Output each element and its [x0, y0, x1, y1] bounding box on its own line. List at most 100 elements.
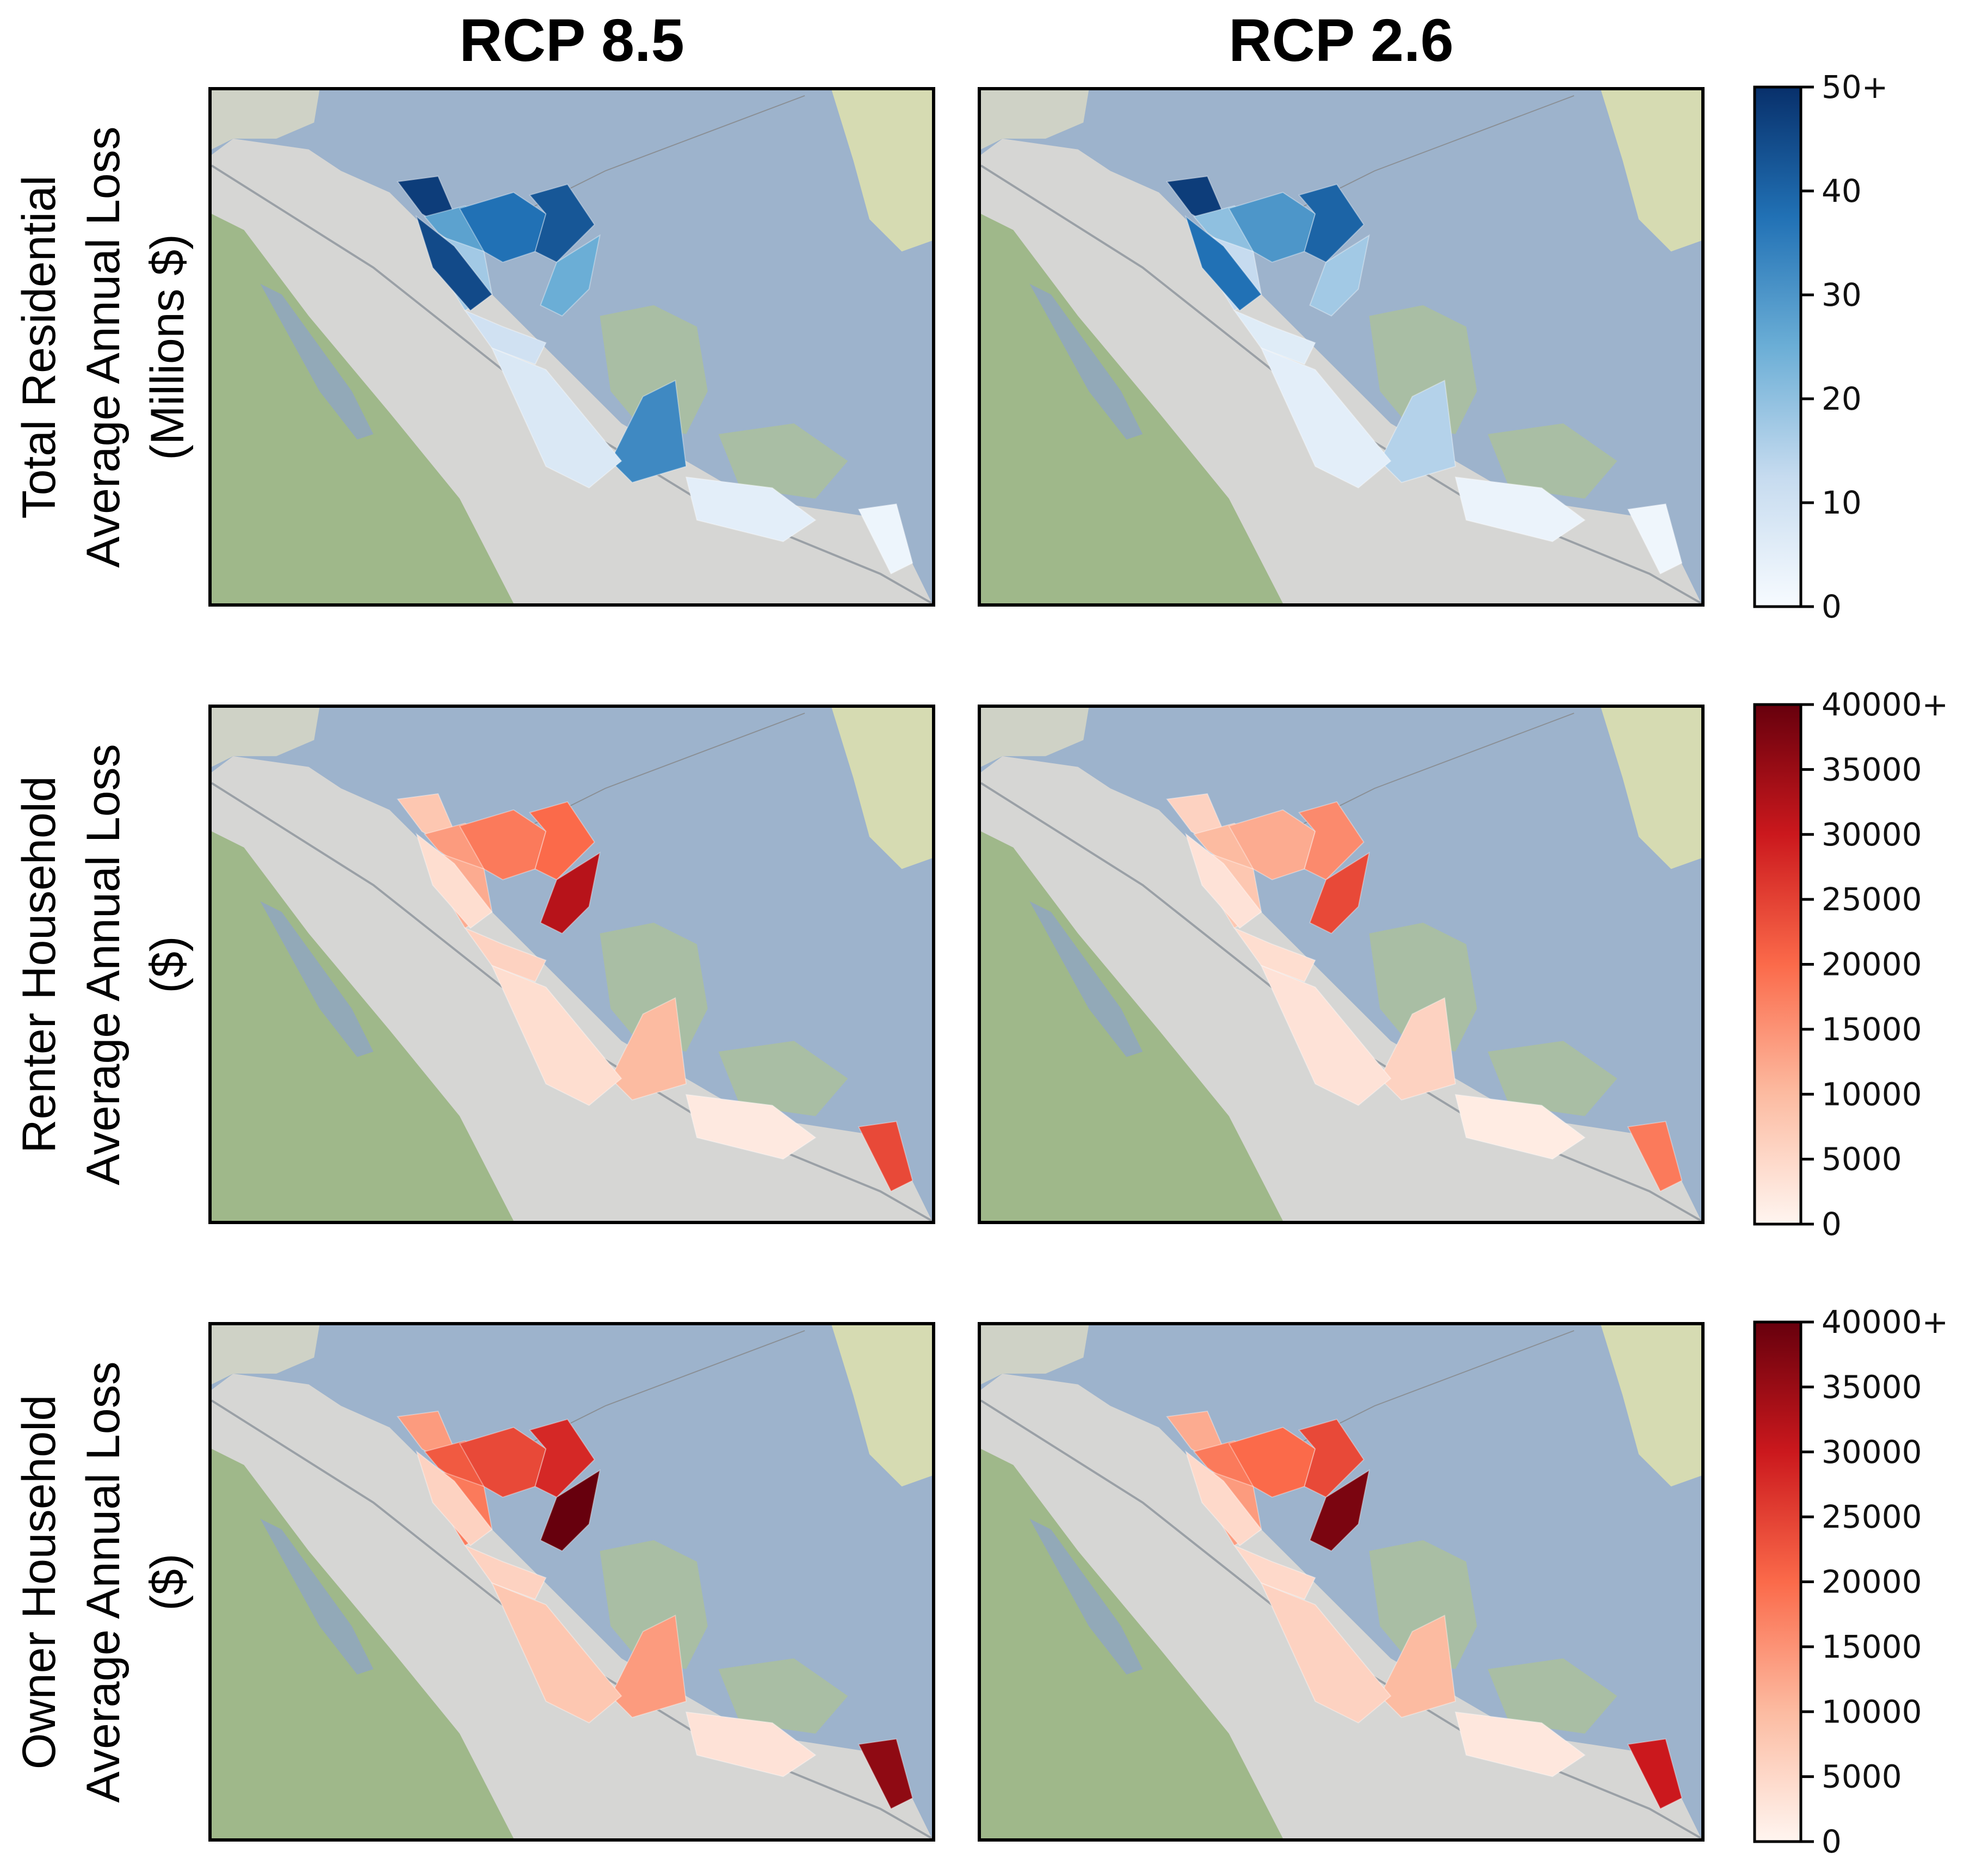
loss-region	[1379, 1614, 1456, 1718]
colorbar-renter: 0 5000 10000 15000 20000 25000 30000 35000 40000…	[1753, 686, 1983, 1243]
row-label-line: ($)	[141, 1553, 194, 1611]
northeast-land	[1601, 708, 1701, 869]
loss-region	[1260, 347, 1392, 489]
map-svg	[981, 708, 1701, 1221]
colorbar-tick-label: 10	[1822, 484, 1862, 521]
map-svg	[212, 708, 932, 1221]
northeast-land	[831, 1325, 932, 1487]
row-label-line: Total Residential	[13, 175, 65, 519]
map-svg	[212, 90, 932, 603]
loss-region	[1309, 1469, 1370, 1552]
loss-region	[857, 1738, 913, 1810]
colorbar-tick-label: 35000	[1822, 1368, 1922, 1405]
map-svg	[212, 1325, 932, 1838]
northeast-land	[1601, 90, 1701, 252]
colorbar-tick-label: 15000	[1822, 1628, 1922, 1665]
loss-region	[610, 1614, 687, 1718]
colorbar-gradient	[1753, 85, 1802, 608]
colorbar-tick-label: 25000	[1822, 881, 1922, 918]
loss-region	[1232, 1544, 1316, 1600]
northwest-land	[212, 90, 320, 150]
loss-region	[1454, 1711, 1586, 1777]
reservoir	[1029, 1518, 1143, 1675]
colorbar-total: 0 10 20 30 40 50+	[1753, 69, 1983, 625]
loss-region	[1260, 1582, 1392, 1724]
marsh-land	[1369, 922, 1617, 1116]
row-label-line: Average Annual Loss	[77, 743, 129, 1185]
loss-region	[491, 347, 622, 489]
loss-region	[685, 1711, 817, 1777]
loss-region	[685, 1094, 817, 1160]
colorbar-tick-label: 30	[1822, 276, 1862, 313]
colorbar-gradient	[1753, 703, 1802, 1226]
loss-region	[463, 309, 547, 365]
colorbar-svg: 0 10 20 30 40 50+	[1753, 69, 1888, 625]
colorbar-tick-label: 0	[1822, 1823, 1842, 1859]
colorbar-tick-label: 50+	[1822, 69, 1888, 106]
marsh-land	[600, 922, 848, 1116]
loss-region	[857, 503, 913, 575]
colorbar-tick-label: 0	[1822, 1206, 1842, 1243]
row-label-line: ($)	[141, 935, 194, 993]
column-title-rcp85: RCP 8.5	[459, 7, 684, 74]
colorbar-tick-label: 5000	[1822, 1141, 1902, 1178]
colorbar-tick-label: 15000	[1822, 1011, 1922, 1048]
loss-region	[540, 851, 601, 934]
colorbar-tick-label: 30000	[1822, 816, 1922, 853]
row-label-owner: Owner Household Average Annual Loss ($)	[0, 1322, 207, 1842]
northwest-land	[212, 708, 320, 767]
reservoir	[260, 901, 374, 1057]
loss-region	[1379, 997, 1456, 1101]
map-panel-owner-rcp26	[978, 1322, 1705, 1842]
loss-region	[610, 997, 687, 1101]
loss-region	[415, 1450, 493, 1547]
marsh-land	[1369, 1540, 1617, 1734]
loss-region	[1260, 965, 1392, 1106]
row-label-line: (Millions $)	[141, 233, 194, 460]
row-label-line: Renter Household	[13, 775, 65, 1153]
loss-region	[1627, 1738, 1683, 1810]
loss-region	[463, 927, 547, 983]
colorbar-tick-label: 40	[1822, 172, 1862, 209]
northeast-land	[831, 90, 932, 252]
row-label-renter: Renter Household Average Annual Loss ($)	[0, 705, 207, 1224]
reservoir	[1029, 283, 1143, 440]
map-svg	[981, 90, 1701, 603]
northwest-land	[212, 1325, 320, 1385]
loss-region	[1184, 1450, 1262, 1547]
northwest-land	[981, 90, 1089, 150]
row-label-line: Average Annual Loss	[77, 1361, 129, 1803]
loss-region	[1232, 309, 1316, 365]
colorbar-tick-label: 20	[1822, 380, 1862, 417]
colorbar-tick-label: 20000	[1822, 946, 1922, 983]
loss-region	[1627, 1121, 1683, 1193]
loss-region	[1454, 1094, 1586, 1160]
map-panel-renter-rcp26	[978, 705, 1705, 1224]
colorbar-gradient	[1753, 1320, 1802, 1843]
map-panel-total-rcp85	[208, 87, 935, 607]
colorbar-tick-label: 0	[1822, 588, 1842, 625]
marsh-land	[600, 1540, 848, 1734]
loss-region	[1184, 215, 1262, 312]
marsh-land	[600, 305, 848, 499]
colorbar-tick-label: 25000	[1822, 1498, 1922, 1535]
loss-region	[491, 965, 622, 1106]
row-label-line: Average Annual Loss	[77, 126, 129, 568]
northeast-land	[1601, 1325, 1701, 1487]
colorbar-owner: 0 5000 10000 15000 20000 25000 30000 35000 40000…	[1753, 1304, 1983, 1859]
loss-region	[463, 1544, 547, 1600]
loss-region	[491, 1582, 622, 1724]
loss-region	[1627, 503, 1683, 575]
row-label-line: Owner Household	[13, 1394, 65, 1769]
loss-region	[1309, 234, 1370, 317]
map-panel-total-rcp26	[978, 87, 1705, 607]
loss-region	[540, 234, 601, 317]
colorbar-tick-label: 40000+	[1822, 1304, 1948, 1341]
colorbar-tick-label: 5000	[1822, 1758, 1902, 1795]
loss-region	[1379, 379, 1456, 483]
loss-region	[685, 476, 817, 542]
colorbar-tick-label: 10000	[1822, 1076, 1922, 1113]
colorbar-tick-label: 30000	[1822, 1434, 1922, 1471]
northeast-land	[831, 708, 932, 869]
loss-region	[415, 215, 493, 312]
